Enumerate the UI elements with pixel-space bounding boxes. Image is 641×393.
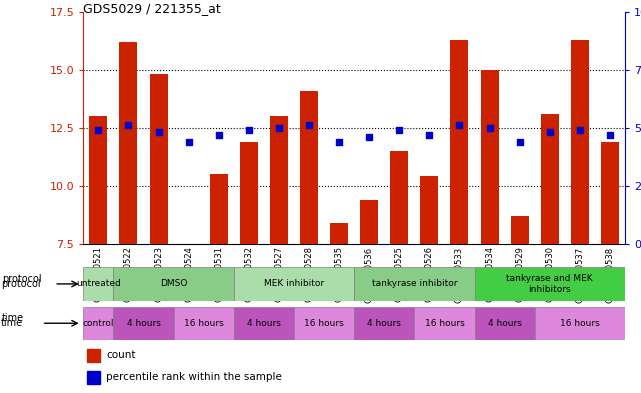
Text: tankyrase inhibitor: tankyrase inhibitor (372, 279, 457, 288)
Point (485, 125, 495, 131)
Bar (535, 307, 625, 340)
Point (274, 125, 284, 131)
Point (575, 127, 585, 133)
Point (454, 122, 465, 129)
Bar (481, 70, 499, 244)
Bar (240, 141, 258, 244)
Point (304, 122, 314, 129)
Text: time: time (1, 318, 23, 328)
Bar (87, 371, 99, 384)
Bar (541, 114, 559, 244)
Text: percentile rank within the sample: percentile rank within the sample (106, 372, 282, 382)
Text: tankyrase and MEK
inhibitors: tankyrase and MEK inhibitors (506, 274, 593, 294)
Point (605, 132, 615, 138)
Text: 4 hours: 4 hours (488, 319, 522, 328)
Bar (83, 267, 113, 301)
Point (244, 127, 254, 133)
Text: DMSO: DMSO (160, 279, 187, 288)
Bar (601, 141, 619, 244)
Bar (174, 307, 234, 340)
Bar (414, 307, 474, 340)
Bar (451, 40, 469, 244)
Bar (354, 267, 474, 301)
Bar (330, 223, 348, 244)
Text: count: count (106, 350, 136, 360)
Bar (474, 267, 625, 301)
Bar (113, 307, 174, 340)
Bar (511, 216, 529, 244)
Text: 4 hours: 4 hours (126, 319, 160, 328)
Point (364, 134, 374, 140)
Text: 16 hours: 16 hours (424, 319, 464, 328)
Text: control: control (83, 319, 114, 328)
Bar (360, 200, 378, 244)
Bar (294, 307, 354, 340)
Text: protocol: protocol (2, 274, 41, 284)
Bar (210, 174, 228, 244)
Point (123, 122, 133, 129)
Bar (89, 116, 108, 244)
Bar (300, 91, 318, 244)
Bar (119, 42, 137, 244)
Bar (83, 307, 113, 340)
Point (394, 127, 404, 133)
Bar (87, 349, 99, 362)
Point (424, 132, 435, 138)
Point (153, 129, 163, 136)
Bar (390, 151, 408, 244)
Text: 4 hours: 4 hours (367, 319, 401, 328)
Text: 16 hours: 16 hours (304, 319, 344, 328)
Point (545, 129, 555, 136)
Text: time: time (2, 313, 24, 323)
Text: 16 hours: 16 hours (560, 319, 600, 328)
Bar (570, 40, 589, 244)
Text: 16 hours: 16 hours (184, 319, 224, 328)
Bar (474, 307, 535, 340)
Point (334, 138, 344, 145)
Point (515, 138, 525, 145)
Bar (270, 116, 288, 244)
Point (93, 127, 103, 133)
Bar (113, 267, 234, 301)
Bar (234, 307, 294, 340)
Text: 4 hours: 4 hours (247, 319, 281, 328)
Text: untreated: untreated (76, 279, 121, 288)
Bar (234, 267, 354, 301)
Point (183, 138, 194, 145)
Text: MEK inhibitor: MEK inhibitor (264, 279, 324, 288)
Text: GDS5029 / 221355_at: GDS5029 / 221355_at (83, 2, 221, 15)
Bar (354, 307, 414, 340)
Point (213, 132, 224, 138)
Bar (149, 74, 167, 244)
Bar (420, 176, 438, 244)
Text: protocol: protocol (1, 279, 40, 289)
